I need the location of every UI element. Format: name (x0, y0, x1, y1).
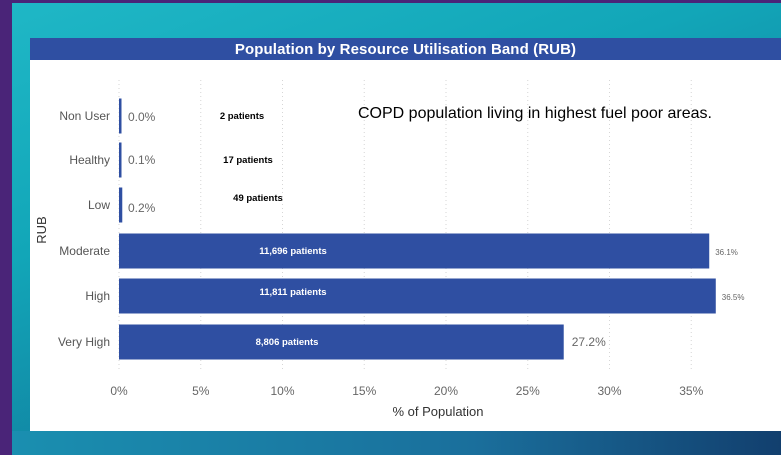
category-label: Very High (58, 335, 110, 349)
bar (119, 187, 123, 223)
patient-label: 2 patients (220, 111, 264, 122)
patient-label: 11,811 patients (259, 287, 326, 298)
category-label: Healthy (69, 153, 110, 167)
annotation-text: COPD population living in highest fuel p… (358, 105, 712, 122)
patient-labels: 2 patients 17 patients 49 patients 11,696 p… (220, 111, 327, 348)
x-tick-labels: 0% 5% 10% 15% 20% 25% 30% 35% (110, 384, 703, 398)
value-label: 0.2% (128, 201, 156, 215)
value-labels: 0.0% 0.1% 0.2% 36.1% 36.5% 27.2% (128, 110, 744, 349)
value-label: 27.2% (572, 335, 606, 349)
bar (119, 324, 564, 360)
y-axis-label: RUB (34, 216, 49, 243)
bar (119, 233, 710, 269)
category-labels: Non User Healthy Low Moderate High Very High (58, 109, 110, 349)
value-label: 36.5% (722, 293, 745, 302)
value-label: 0.1% (128, 153, 156, 167)
bottom-strip (12, 431, 781, 455)
x-tick-label: 5% (192, 384, 210, 398)
x-tick-label: 15% (352, 384, 376, 398)
x-axis-label: % of Population (392, 404, 483, 419)
chart-title: Population by Resource Utilisation Band … (30, 38, 781, 60)
x-tick-label: 10% (270, 384, 294, 398)
category-label: Low (88, 198, 110, 212)
value-label: 36.1% (715, 248, 738, 257)
x-tick-label: 30% (597, 384, 621, 398)
x-tick-label: 0% (110, 384, 128, 398)
category-label: High (85, 289, 110, 303)
bar (119, 98, 122, 134)
bar (119, 278, 716, 314)
patient-label: 49 patients (233, 193, 283, 204)
patient-label: 8,806 patients (256, 337, 319, 348)
category-label: Moderate (59, 244, 110, 258)
bar (119, 142, 122, 178)
patient-label: 11,696 patients (259, 246, 327, 257)
x-tick-label: 20% (434, 384, 458, 398)
bars (119, 98, 716, 360)
value-label: 0.0% (128, 110, 156, 124)
x-tick-label: 25% (516, 384, 540, 398)
patient-label: 17 patients (223, 155, 273, 166)
x-tick-label: 35% (679, 384, 703, 398)
category-label: Non User (59, 109, 110, 123)
